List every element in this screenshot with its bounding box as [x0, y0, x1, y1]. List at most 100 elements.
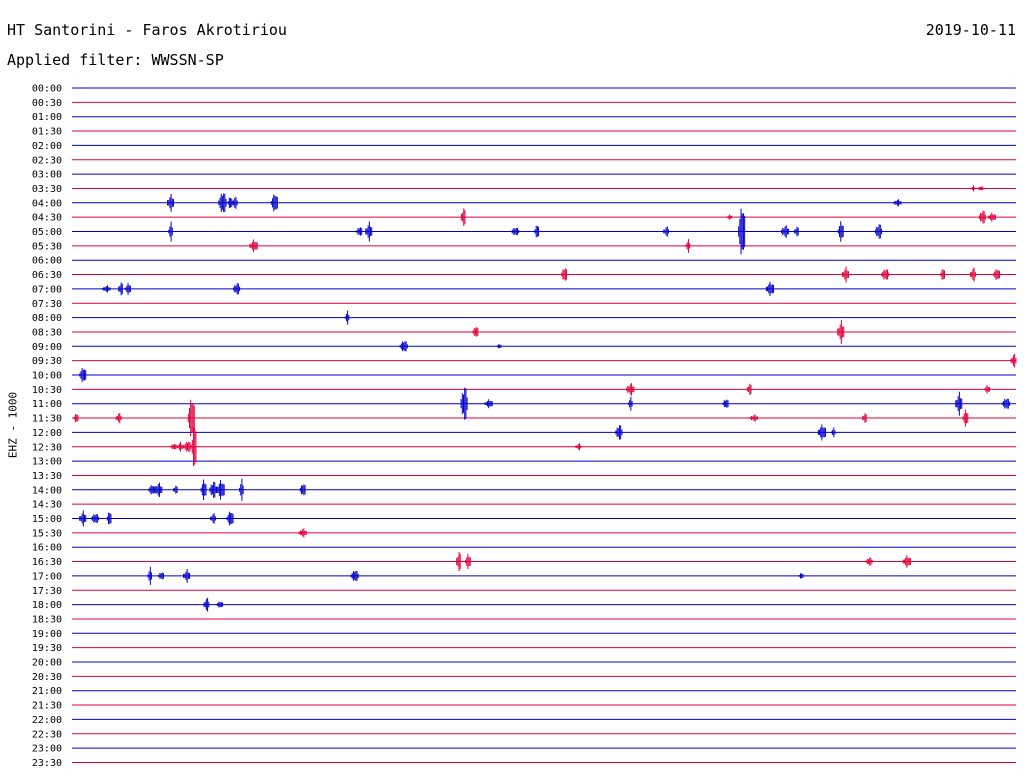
row-time-label: 09:30: [32, 356, 62, 367]
seismic-event: [780, 225, 790, 238]
seismic-event: [158, 572, 164, 580]
row-time-label: 14:30: [32, 500, 62, 511]
seismic-event: [794, 226, 799, 237]
row-time-label: 14:00: [32, 485, 62, 496]
seismic-event: [216, 601, 224, 608]
row-time-label: 01:30: [32, 127, 62, 138]
seismic-event: [970, 267, 976, 282]
seismic-event: [575, 443, 582, 451]
row-time-label: 16:30: [32, 557, 62, 568]
row-time-label: 21:30: [32, 701, 62, 712]
seismic-event: [249, 239, 258, 253]
seismic-event: [685, 238, 691, 253]
row-time-label: 08:30: [32, 327, 62, 338]
row-time-label: 13:30: [32, 471, 62, 482]
row-time-label: 20:30: [32, 672, 62, 683]
row-time-label: 07:30: [32, 299, 62, 310]
row-time-label: 23:30: [32, 758, 62, 769]
row-time-label: 11:00: [32, 399, 62, 410]
row-time-label: 22:00: [32, 715, 62, 726]
seismic-event: [1001, 398, 1011, 409]
seismic-event: [203, 597, 210, 612]
seismic-event: [865, 557, 873, 566]
seismic-event: [226, 511, 234, 526]
row-time-label: 08:00: [32, 313, 62, 324]
seismic-event: [176, 441, 184, 452]
seismic-event: [663, 226, 670, 237]
row-time-label: 06:00: [32, 256, 62, 267]
row-time-label: 18:30: [32, 614, 62, 625]
seismic-event: [837, 319, 845, 344]
seismic-event: [167, 193, 175, 212]
seismic-event: [464, 553, 471, 570]
seismic-event: [484, 399, 493, 409]
seismic-event: [749, 414, 759, 422]
station-title: HT Santorini - Faros Akrotiriou: [7, 21, 287, 39]
row-time-label: 04:30: [32, 213, 62, 224]
seismic-event: [148, 485, 156, 495]
row-time-label: 09:00: [32, 342, 62, 353]
row-time-label: 10:30: [32, 385, 62, 396]
seismic-event: [798, 573, 804, 579]
seismic-event: [472, 327, 479, 337]
seismic-event: [534, 225, 540, 238]
seismic-event: [344, 310, 350, 325]
row-time-label: 12:30: [32, 442, 62, 453]
row-time-label: 05:00: [32, 227, 62, 238]
seismic-event: [200, 479, 207, 501]
row-time-label: 19:30: [32, 643, 62, 654]
seismic-event: [738, 208, 746, 255]
seismic-event: [496, 344, 502, 349]
seismic-event: [893, 199, 902, 207]
seismic-event: [722, 399, 729, 408]
seismic-event: [365, 221, 373, 242]
seismic-event: [73, 414, 79, 422]
row-time-label: 18:00: [32, 600, 62, 611]
row-time-label: 03:30: [32, 184, 62, 195]
row-time-label: 15:30: [32, 528, 62, 539]
seismic-event: [726, 214, 733, 220]
seismic-event: [79, 510, 87, 527]
row-time-label: 10:00: [32, 371, 62, 382]
row-time-label: 07:00: [32, 284, 62, 295]
seismic-event: [209, 481, 217, 498]
seismic-event: [79, 368, 87, 382]
seismic-event: [746, 383, 752, 395]
seismic-event: [239, 478, 244, 501]
seismic-event: [978, 210, 986, 224]
seismic-event: [106, 512, 112, 525]
row-time-label: 19:00: [32, 629, 62, 640]
seismic-event: [147, 566, 153, 585]
date-label: 2019-10-11: [925, 21, 1016, 39]
seismic-event: [962, 409, 969, 427]
seismic-event: [168, 221, 173, 242]
seismic-event: [227, 197, 233, 208]
seismic-event: [561, 268, 568, 281]
seismic-event: [940, 269, 946, 280]
seismic-event: [183, 568, 191, 583]
row-time-label: 00:30: [32, 98, 62, 109]
filter-label: Applied filter: WWSSN-SP: [7, 51, 224, 69]
seismic-event: [172, 485, 178, 494]
row-time-label: 16:00: [32, 543, 62, 554]
seismic-event: [984, 385, 990, 394]
seismic-event: [118, 282, 123, 296]
seismic-event: [615, 425, 623, 440]
seismic-event: [765, 281, 775, 297]
seismic-event: [875, 224, 883, 239]
seismic-event: [987, 212, 996, 222]
seismic-event: [154, 482, 163, 497]
seismic-event: [837, 221, 844, 242]
seismic-event: [460, 208, 466, 226]
seismic-event: [970, 185, 976, 192]
row-time-label: 17:00: [32, 571, 62, 582]
seismic-event: [830, 427, 836, 438]
seismic-event: [1010, 353, 1017, 368]
row-time-label: 06:30: [32, 270, 62, 281]
seismic-event: [881, 269, 890, 280]
seismic-event: [399, 341, 408, 352]
seismic-event: [955, 391, 963, 416]
seismic-event: [902, 555, 911, 568]
seismic-event: [125, 282, 131, 295]
